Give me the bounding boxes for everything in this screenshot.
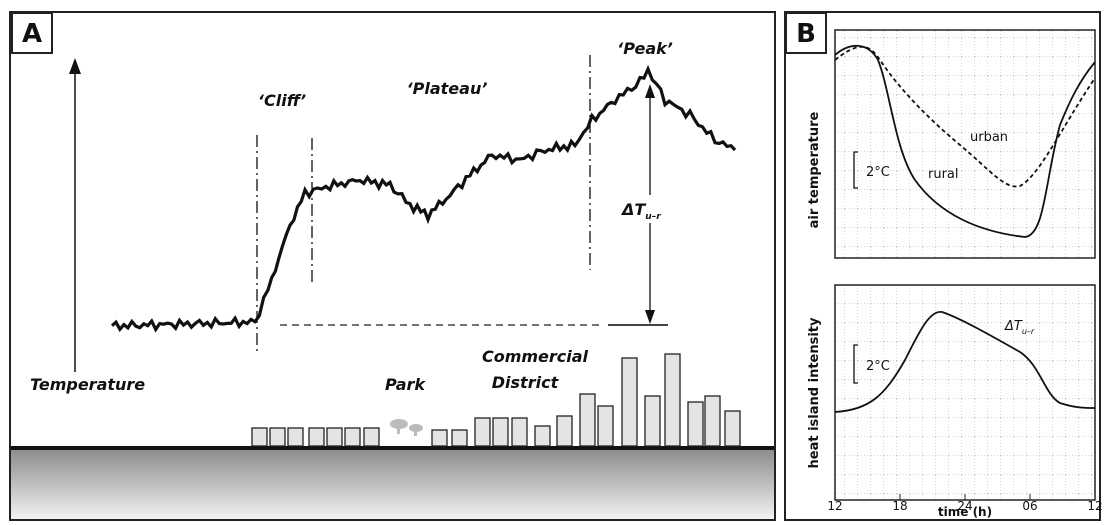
building bbox=[308, 427, 325, 447]
building bbox=[269, 427, 286, 447]
delta-label: ΔTu–r bbox=[620, 200, 661, 222]
building bbox=[474, 417, 491, 447]
building bbox=[363, 427, 380, 447]
buildings bbox=[251, 353, 741, 447]
panel-label-box bbox=[785, 12, 827, 54]
building bbox=[704, 395, 721, 447]
delta-subscript: u–r bbox=[1022, 327, 1035, 336]
series-label: rural bbox=[928, 167, 959, 182]
building bbox=[492, 417, 509, 447]
temperature-curve bbox=[110, 64, 737, 333]
building bbox=[326, 427, 343, 447]
building bbox=[664, 353, 681, 447]
x-ticks: 12 18 24 06 12 bbox=[827, 494, 1103, 513]
y-axis-label: air temperature bbox=[807, 111, 822, 228]
rural-curve bbox=[834, 44, 1096, 238]
urban-curve bbox=[834, 45, 1096, 188]
land-use-label: Commercial bbox=[482, 347, 589, 366]
scale-label: 2°C bbox=[866, 165, 890, 180]
annotation: ‘Plateau’ bbox=[407, 79, 488, 98]
series-label: urban bbox=[970, 130, 1008, 145]
park-trees bbox=[390, 419, 423, 436]
x-tick-label: 12 bbox=[827, 499, 842, 513]
building bbox=[287, 427, 304, 447]
x-tick-label: 06 bbox=[1022, 499, 1037, 513]
building bbox=[687, 401, 704, 447]
building bbox=[534, 425, 551, 447]
y-axis-label: Temperature bbox=[30, 375, 145, 394]
panel-label-box bbox=[11, 12, 53, 54]
plot-area bbox=[834, 29, 1096, 259]
scale-label: 2°C bbox=[866, 359, 890, 374]
x-tick-label: 24 bbox=[957, 499, 972, 513]
delta-subscript: u–r bbox=[645, 212, 661, 222]
x-tick-label: 18 bbox=[892, 499, 907, 513]
panel-b: B air temperature heat island intensity … bbox=[784, 11, 1103, 521]
plot-area bbox=[834, 284, 1096, 501]
building bbox=[597, 405, 614, 447]
annotation: ‘Cliff’ bbox=[258, 91, 306, 110]
building bbox=[644, 395, 661, 447]
building bbox=[579, 393, 596, 447]
panel-a: A Temperature ΔTu–r ‘Cliff’ ‘Plateau’ ‘P… bbox=[9, 11, 776, 521]
label-bg bbox=[620, 195, 666, 223]
x-axis-label: time (h) bbox=[938, 505, 992, 519]
building bbox=[724, 410, 741, 447]
intensity-curve bbox=[834, 311, 1096, 413]
building bbox=[511, 417, 528, 447]
land-use-label: District bbox=[492, 373, 560, 392]
building bbox=[344, 427, 361, 447]
building bbox=[556, 415, 573, 447]
building bbox=[251, 427, 268, 447]
building bbox=[431, 429, 448, 447]
delta-symbol: ΔT bbox=[620, 200, 646, 219]
building bbox=[451, 429, 468, 447]
ground bbox=[11, 448, 774, 519]
delta-symbol: ΔT bbox=[1004, 319, 1023, 334]
x-tick-label: 12 bbox=[1087, 499, 1102, 513]
y-axis-label: heat island intensity bbox=[807, 317, 822, 468]
scale-bars bbox=[853, 151, 858, 384]
panel-label: B bbox=[796, 19, 816, 49]
land-use-label: Park bbox=[385, 375, 426, 394]
annotation: ‘Peak’ bbox=[617, 39, 673, 58]
arrow-head bbox=[69, 58, 81, 74]
panel-label: A bbox=[22, 19, 42, 49]
building bbox=[621, 357, 638, 447]
delta-label: ΔTu–r bbox=[1004, 319, 1035, 336]
